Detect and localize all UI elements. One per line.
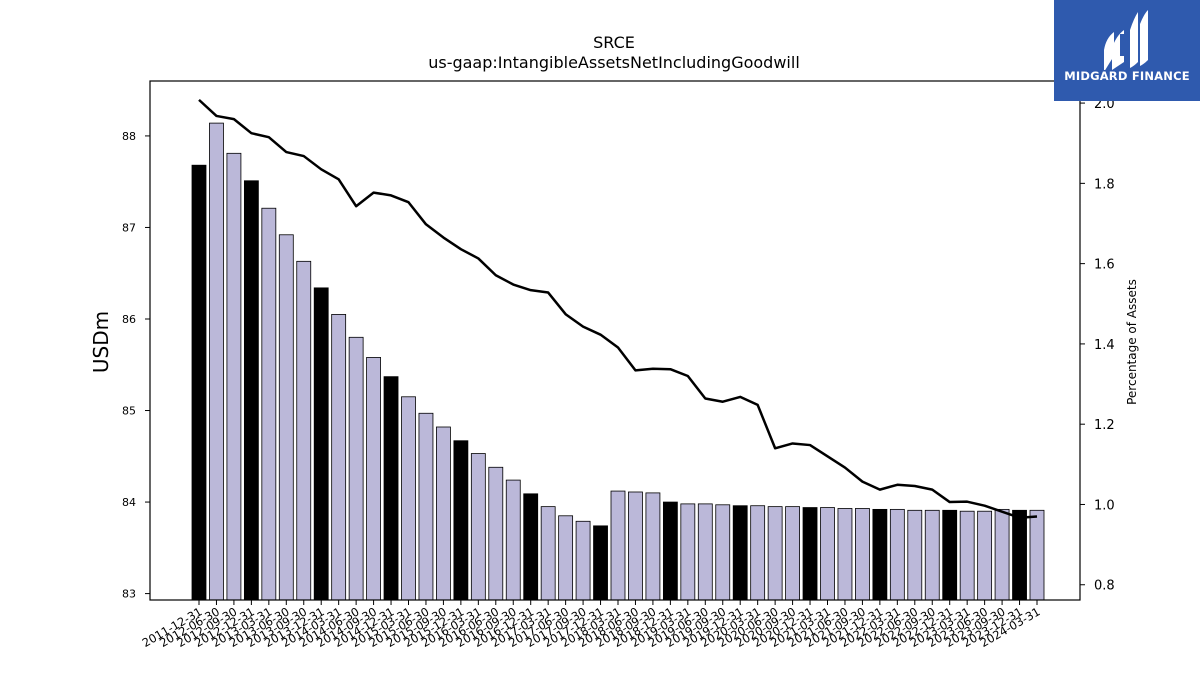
y-tick-label: 83 [122, 588, 136, 601]
brand-logo: MIDGARD FINANCE [1054, 0, 1200, 101]
y2-tick-label: 1.6 [1094, 258, 1115, 273]
bar [959, 510, 975, 601]
bar [418, 412, 434, 601]
bar [855, 508, 870, 601]
bar [575, 520, 591, 601]
bar [401, 396, 416, 601]
y2-tick-label: 1.2 [1094, 418, 1115, 433]
percentage-line [198, 98, 1038, 519]
bar [348, 336, 364, 601]
bar [872, 508, 888, 601]
bar [296, 260, 312, 601]
bar [767, 506, 783, 601]
y-tick-label: 84 [122, 496, 136, 509]
bar [243, 180, 259, 601]
x-axis: 2011-12-312012-06-302012-09-302012-12-31… [140, 600, 1043, 650]
y-axis-left: 83 84 85 86 87 88 [122, 130, 150, 601]
line-series [198, 98, 1038, 519]
bar [523, 493, 539, 601]
bar [732, 505, 748, 601]
bar [540, 506, 556, 601]
bar [436, 426, 451, 601]
y-axis-label: USDm [89, 311, 113, 373]
chart-title: SRCE [593, 33, 635, 52]
bar [366, 357, 381, 601]
bar [278, 234, 294, 601]
y-tick-label: 86 [122, 313, 136, 326]
bar [593, 525, 608, 601]
bar [680, 503, 696, 601]
brand-name: MIDGARD FINANCE [1064, 69, 1190, 83]
bar [505, 479, 521, 601]
bar [889, 508, 905, 601]
bar-series [191, 122, 1045, 601]
bar [1012, 509, 1027, 601]
y-tick-label: 88 [122, 130, 136, 143]
bar [261, 207, 277, 601]
bar [383, 376, 399, 601]
bar [942, 509, 958, 601]
bar [645, 492, 661, 601]
bar [558, 515, 574, 601]
bar [226, 152, 242, 601]
bar [331, 314, 347, 601]
plot-frame [149, 80, 1081, 601]
chart-subtitle: us-gaap:IntangibleAssetsNetIncludingGood… [428, 53, 800, 72]
bar [697, 503, 713, 601]
bar [802, 507, 818, 601]
bar [907, 509, 923, 601]
y2-tick-label: 1.8 [1094, 177, 1115, 192]
y2-axis-label: Percentage of Assets [1125, 279, 1139, 405]
bar [837, 508, 853, 601]
bar [209, 122, 224, 601]
bar [715, 504, 731, 601]
y-tick-label: 85 [122, 405, 136, 418]
bar [610, 490, 626, 601]
bar [994, 508, 1010, 601]
bar [785, 506, 800, 601]
bar [488, 466, 504, 601]
bar [628, 491, 643, 601]
bar [820, 507, 835, 601]
midgard-logo-icon [1104, 10, 1148, 70]
bar [191, 164, 207, 601]
bar [924, 509, 940, 601]
bar [750, 505, 766, 601]
y2-tick-label: 0.8 [1094, 579, 1115, 594]
y2-tick-label: 1.0 [1094, 498, 1115, 513]
y2-tick-label: 1.4 [1094, 338, 1115, 353]
y-axis-right: 0.81.01.21.41.61.82.0 [1080, 97, 1115, 594]
bar [1029, 509, 1045, 601]
bar [977, 510, 993, 601]
bar [470, 453, 486, 601]
bar [662, 501, 678, 601]
bar [453, 440, 469, 601]
y-tick-label: 87 [122, 221, 136, 234]
bar [313, 287, 329, 601]
